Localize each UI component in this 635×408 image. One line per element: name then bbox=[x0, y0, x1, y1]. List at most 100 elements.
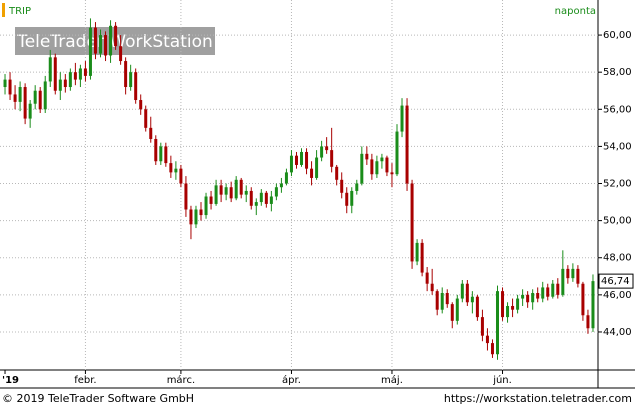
candle-body bbox=[249, 190, 253, 206]
candle-body bbox=[561, 268, 565, 295]
candle-body bbox=[164, 146, 168, 164]
candle-body bbox=[345, 192, 349, 206]
candle-body bbox=[38, 90, 42, 110]
candle-body bbox=[365, 153, 369, 160]
candle-body bbox=[445, 292, 449, 305]
candle-body bbox=[134, 72, 138, 101]
candle-body bbox=[536, 292, 540, 299]
x-tick-label: máj. bbox=[381, 374, 403, 386]
candle-body bbox=[234, 179, 238, 199]
candle-body bbox=[279, 183, 283, 188]
candle-body bbox=[501, 291, 505, 318]
candle-body bbox=[460, 283, 464, 299]
candle-body bbox=[385, 157, 389, 173]
candle-body bbox=[571, 268, 575, 279]
candle-body bbox=[43, 81, 47, 110]
symbol: TRIP bbox=[8, 6, 31, 17]
candle-body bbox=[174, 168, 178, 173]
candle-body bbox=[325, 146, 329, 151]
candle-body bbox=[99, 35, 103, 54]
candle-body bbox=[440, 292, 444, 310]
candle-body bbox=[576, 268, 580, 284]
candle-body bbox=[495, 291, 499, 355]
candle-body bbox=[586, 315, 590, 329]
candle-body bbox=[109, 25, 113, 56]
candle-body bbox=[269, 196, 273, 204]
y-tick-label: 46,00 bbox=[603, 290, 632, 301]
candle-body bbox=[330, 150, 334, 167]
candle-body bbox=[73, 72, 77, 80]
candle-body bbox=[485, 335, 489, 344]
candle-body bbox=[289, 155, 293, 173]
candle-body bbox=[169, 163, 173, 173]
candle-body bbox=[410, 183, 414, 262]
candle-body bbox=[18, 87, 22, 102]
x-tick-label: ápr. bbox=[282, 374, 301, 386]
candle-body bbox=[355, 183, 359, 191]
candle-body bbox=[28, 103, 32, 119]
candle-body bbox=[93, 27, 97, 54]
y-tick-label: 58,00 bbox=[603, 67, 632, 78]
candle-body bbox=[244, 190, 248, 195]
candle-body bbox=[224, 187, 228, 195]
candle-body bbox=[470, 296, 474, 303]
candle-body bbox=[214, 185, 218, 204]
x-tick-label: márc. bbox=[167, 374, 195, 386]
candle-body bbox=[400, 105, 404, 132]
candle-body bbox=[124, 61, 128, 88]
candle-body bbox=[430, 283, 434, 292]
candle-body bbox=[395, 131, 399, 175]
y-tick-label: 56,00 bbox=[603, 104, 632, 115]
candle-body bbox=[13, 94, 17, 102]
candle-body bbox=[284, 172, 288, 184]
candle-body bbox=[139, 100, 143, 110]
x-tick-label: '19 bbox=[2, 375, 19, 386]
candle-body bbox=[239, 179, 243, 195]
interval: naponta bbox=[555, 6, 596, 17]
candle-body bbox=[33, 90, 37, 104]
candle-body bbox=[315, 157, 319, 178]
candle-body bbox=[511, 305, 515, 310]
candle-body bbox=[229, 187, 233, 199]
candle-body bbox=[154, 138, 158, 162]
candle-body bbox=[420, 242, 424, 273]
last-price-box bbox=[598, 273, 634, 289]
candle-body bbox=[390, 172, 394, 175]
y-tick-label: 60,00 bbox=[603, 30, 632, 41]
candle-body bbox=[68, 72, 72, 88]
candle-body bbox=[475, 296, 479, 318]
candle-body bbox=[129, 72, 133, 88]
candle-body bbox=[294, 155, 298, 165]
candle-body bbox=[516, 298, 520, 310]
candle-body bbox=[405, 105, 409, 184]
candle-body bbox=[335, 166, 339, 180]
candle-body bbox=[370, 159, 374, 175]
copyright: © 2019 TeleTrader Software GmbH bbox=[2, 392, 194, 405]
candle-body bbox=[259, 192, 263, 203]
candle-body bbox=[184, 183, 188, 210]
candle-body bbox=[204, 196, 208, 216]
candle-body bbox=[88, 27, 92, 76]
y-tick-label: 48,00 bbox=[603, 253, 632, 264]
candle-body bbox=[350, 190, 354, 206]
candle-body bbox=[305, 151, 309, 169]
candle-body bbox=[380, 157, 384, 162]
y-tick-label: 54,00 bbox=[603, 141, 632, 152]
candle-body bbox=[194, 209, 198, 225]
candle-body bbox=[104, 35, 108, 56]
candle-body bbox=[465, 283, 469, 303]
x-tick-label: febr. bbox=[74, 375, 96, 386]
candle-body bbox=[581, 283, 585, 316]
candle-body bbox=[546, 287, 550, 297]
candle-body bbox=[320, 146, 324, 158]
candle-body bbox=[219, 185, 223, 195]
candle-body bbox=[8, 79, 12, 95]
candle-body bbox=[3, 79, 7, 88]
candle-body bbox=[149, 127, 153, 139]
candle-body bbox=[455, 298, 459, 321]
candle-body bbox=[159, 146, 163, 162]
candle-body bbox=[415, 242, 419, 262]
candle-body bbox=[521, 294, 525, 299]
candle-body bbox=[114, 25, 118, 47]
